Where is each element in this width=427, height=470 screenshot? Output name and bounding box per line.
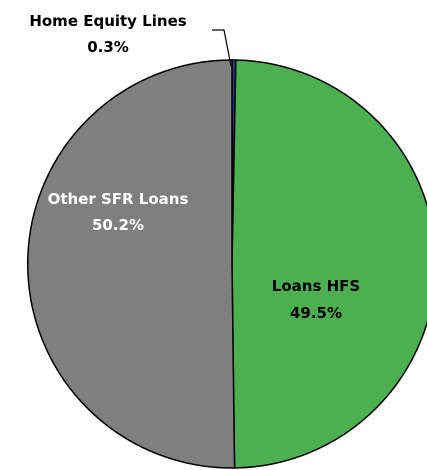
slice-label-home-equity: Home Equity Lines (29, 12, 186, 30)
slice-other-sfr (27, 59, 236, 469)
slice-value-other-sfr: 50.2% (92, 216, 144, 234)
slice-value-home-equity: 0.3% (87, 38, 129, 56)
slice-label-loans-hfs: Loans HFS (272, 277, 360, 295)
leader-line-home-equity (212, 29, 232, 67)
slice-value-loans-hfs: 49.5% (290, 304, 342, 322)
slice-label-other-sfr: Other SFR Loans (48, 190, 189, 208)
slice-loans-hfs (231, 59, 427, 469)
pie-slices (27, 59, 427, 469)
